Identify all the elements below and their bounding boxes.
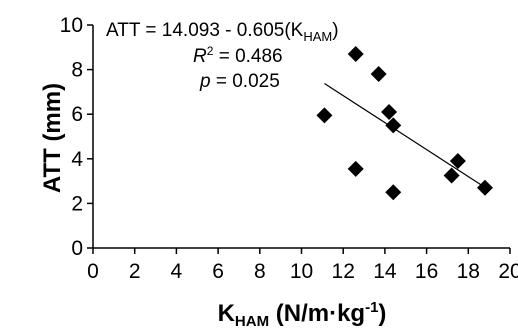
data-point <box>385 117 402 134</box>
x-tick-label: 4 <box>171 260 183 283</box>
data-point <box>476 179 493 196</box>
x-axis-title-sub: HAM <box>235 313 269 329</box>
y-tick-label: 2 <box>71 192 83 215</box>
y-tick-label: 4 <box>71 148 83 171</box>
data-point <box>347 45 364 62</box>
p-value-annotation: p = 0.025 <box>199 71 280 92</box>
x-axis-title: KHAM (N/m·kg-1) <box>218 299 387 329</box>
p-label: p <box>199 71 211 92</box>
regression-equation: ATT = 14.093 - 0.605(KHAM) <box>106 20 339 44</box>
y-tick-label: 8 <box>71 59 83 82</box>
x-tick-label: 16 <box>415 260 438 283</box>
trend-line <box>324 82 486 188</box>
equation-prefix: ATT = 14.093 - 0.605(K <box>106 20 304 41</box>
x-axis-title-sup: -1 <box>365 299 378 316</box>
r2-sup: 2 <box>207 44 214 58</box>
data-point <box>385 184 402 201</box>
data-point <box>381 103 398 120</box>
y-tick-label: 0 <box>71 237 83 260</box>
x-tick-label: 14 <box>373 260 397 283</box>
x-tick-label: 10 <box>290 260 313 283</box>
data-point <box>449 153 466 170</box>
equation-suffix: ) <box>332 20 338 41</box>
x-tick-label: 18 <box>457 260 480 283</box>
x-tick-label: 20 <box>498 260 518 283</box>
x-tick-label: 8 <box>254 260 266 283</box>
equation-sub: HAM <box>303 29 332 44</box>
data-point <box>347 160 364 177</box>
x-tick-label: 6 <box>212 260 224 283</box>
data-point <box>370 66 387 83</box>
x-axis-title-close: ) <box>378 300 386 327</box>
x-axis-title-units: (N/m·kg <box>269 300 365 327</box>
r2-label: R <box>193 46 207 67</box>
axes <box>92 25 510 249</box>
y-tick-label: 10 <box>60 14 83 37</box>
p-value: = 0.025 <box>211 71 280 92</box>
r2-value: = 0.486 <box>213 46 282 67</box>
x-tick-label: 2 <box>129 260 141 283</box>
data-point <box>316 107 333 124</box>
x-tick-label: 12 <box>332 260 355 283</box>
x-ticks: 0 2 4 6 8 10 12 14 16 18 20 <box>87 248 518 283</box>
data-points <box>316 45 493 201</box>
y-tick-label: 6 <box>71 103 83 126</box>
y-ticks: 0 2 4 6 8 10 <box>60 14 93 260</box>
data-point <box>443 167 460 184</box>
y-axis-title: ATT (mm) <box>39 83 66 193</box>
x-tick-label: 0 <box>87 260 99 283</box>
x-axis-title-main: K <box>218 300 236 327</box>
r-squared-annotation: R2 = 0.486 <box>193 44 283 67</box>
